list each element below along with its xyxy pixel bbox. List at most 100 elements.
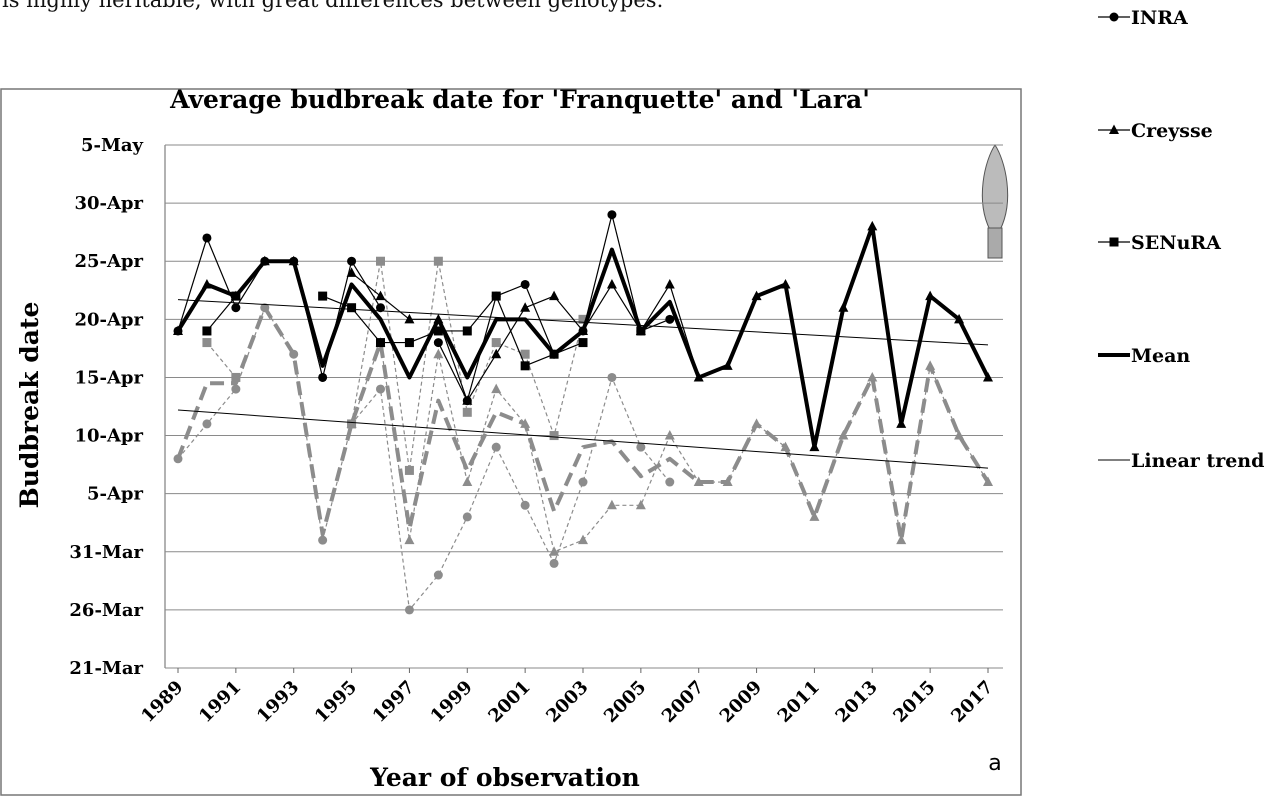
series-line xyxy=(177,409,989,469)
marker xyxy=(635,499,646,510)
marker xyxy=(1109,237,1119,247)
marker xyxy=(404,465,414,475)
marker xyxy=(1109,124,1119,134)
legend-label: Mean xyxy=(1131,345,1190,367)
y-tick-label: 5-Apr xyxy=(87,484,144,505)
y-tick-label: 21-Mar xyxy=(69,658,143,679)
marker xyxy=(462,512,472,522)
marker xyxy=(664,430,675,440)
marker xyxy=(606,499,617,510)
y-tick-label: 20-Apr xyxy=(74,309,143,330)
marker xyxy=(664,278,675,289)
x-tick-label: 2009 xyxy=(716,677,766,727)
marker xyxy=(433,570,443,580)
series-line xyxy=(206,260,584,472)
marker xyxy=(520,279,530,289)
marker xyxy=(347,303,357,313)
x-tick-label: 2017 xyxy=(947,677,997,727)
legend-label: INRA xyxy=(1131,7,1188,29)
marker xyxy=(549,546,560,556)
marker xyxy=(318,372,328,382)
marker xyxy=(896,534,907,545)
marker xyxy=(578,314,588,324)
marker xyxy=(202,233,212,243)
marker xyxy=(607,372,617,382)
marker xyxy=(520,349,530,359)
marker xyxy=(520,361,530,371)
figure-label: a xyxy=(988,751,1001,776)
marker xyxy=(462,395,473,405)
marker xyxy=(404,605,414,615)
marker xyxy=(404,534,415,545)
x-tick-label: 1993 xyxy=(253,677,303,727)
y-tick-label: 15-Apr xyxy=(74,367,143,388)
series-line xyxy=(177,214,671,402)
marker xyxy=(346,267,357,277)
bud-illustration xyxy=(981,144,1009,259)
marker xyxy=(404,338,414,348)
x-tick-label: 1995 xyxy=(311,677,361,727)
series-line xyxy=(177,299,989,346)
marker xyxy=(433,338,443,348)
x-axis-title: Year of observation xyxy=(369,763,640,792)
x-tick-label: 2001 xyxy=(484,677,534,727)
legend-label: Linear trend xyxy=(1131,450,1264,472)
marker xyxy=(549,558,559,568)
x-tick-label: 2003 xyxy=(542,677,592,727)
marker xyxy=(838,430,849,440)
marker xyxy=(520,302,531,312)
marker xyxy=(376,303,385,313)
marker xyxy=(231,384,241,394)
marker xyxy=(549,290,560,301)
chart-frame xyxy=(0,88,1022,796)
x-tick-label: 2013 xyxy=(832,677,882,727)
marker xyxy=(231,303,241,313)
marker xyxy=(607,210,617,220)
x-tick-label: 1999 xyxy=(427,677,477,727)
marker xyxy=(549,431,559,441)
marker xyxy=(404,313,415,324)
chart-title: Average budbreak date for 'Franquette' a… xyxy=(169,85,870,114)
x-tick-label: 2015 xyxy=(889,677,939,727)
marker xyxy=(636,442,646,452)
marker xyxy=(578,534,588,545)
y-tick-label: 30-Apr xyxy=(74,193,143,214)
marker xyxy=(491,291,501,301)
marker xyxy=(202,419,212,429)
marker xyxy=(376,384,385,394)
marker xyxy=(665,477,675,487)
marker xyxy=(202,326,212,336)
x-tick-label: 2005 xyxy=(600,677,650,727)
x-tick-label: 1997 xyxy=(369,677,419,727)
x-tick-label: 2007 xyxy=(658,677,708,727)
x-tick-label: 1991 xyxy=(195,677,245,727)
legend-label: Creysse xyxy=(1131,120,1213,142)
y-axis-title: Budbreak date xyxy=(15,302,44,509)
document-text: is highly heritable, with great differen… xyxy=(2,0,664,12)
legend-label: SENuRA xyxy=(1131,232,1221,254)
marker xyxy=(954,430,965,440)
marker xyxy=(433,326,443,336)
marker xyxy=(376,256,385,266)
series-line xyxy=(177,225,989,448)
series-line xyxy=(176,305,990,543)
marker xyxy=(491,442,501,452)
marker xyxy=(318,535,328,545)
marker xyxy=(578,477,588,487)
marker xyxy=(347,419,357,429)
marker xyxy=(318,291,328,301)
marker xyxy=(462,476,473,487)
marker xyxy=(1109,12,1119,22)
marker xyxy=(347,256,357,266)
marker xyxy=(606,278,617,289)
marker xyxy=(462,407,472,417)
marker xyxy=(520,500,530,510)
marker xyxy=(375,290,386,301)
y-tick-label: 5-May xyxy=(81,135,144,156)
y-tick-label: 10-Apr xyxy=(74,426,143,447)
series-line xyxy=(207,296,641,366)
marker xyxy=(578,338,588,348)
x-tick-label: 1989 xyxy=(137,677,187,727)
marker xyxy=(433,256,443,266)
